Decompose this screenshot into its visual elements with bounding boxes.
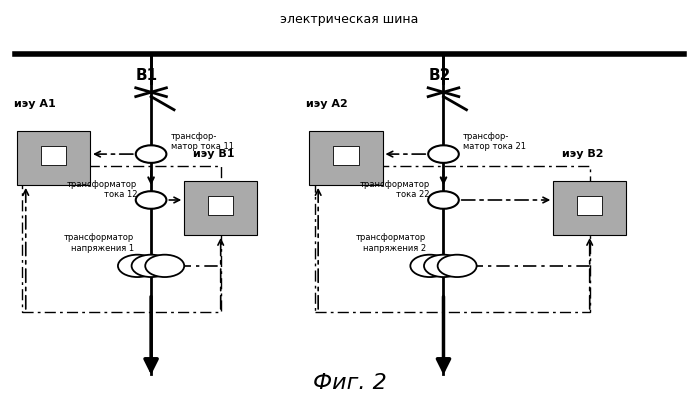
Text: электрическая шина: электрическая шина: [280, 13, 419, 26]
Text: иэу А1: иэу А1: [14, 99, 56, 109]
Text: трансформатор
тока 12: трансформатор тока 12: [67, 179, 137, 198]
Text: трансфор-
матор тока 21: трансфор- матор тока 21: [463, 132, 526, 151]
Text: трансформатор
напряжения 1: трансформатор напряжения 1: [64, 233, 134, 252]
Circle shape: [428, 192, 459, 209]
Circle shape: [136, 146, 166, 164]
Bar: [208, 196, 233, 215]
Circle shape: [410, 255, 449, 277]
Text: В1: В1: [136, 67, 158, 83]
Text: иэу А2: иэу А2: [306, 99, 348, 109]
Circle shape: [118, 255, 157, 277]
Text: Фиг. 2: Фиг. 2: [312, 372, 387, 392]
Circle shape: [131, 255, 171, 277]
Text: трансформатор
напряжения 2: трансформатор напряжения 2: [356, 233, 426, 252]
Bar: [41, 147, 66, 165]
Circle shape: [428, 146, 459, 164]
Text: иэу В2: иэу В2: [562, 149, 603, 159]
Text: иэу В1: иэу В1: [193, 149, 234, 159]
Circle shape: [136, 192, 166, 209]
Bar: [184, 182, 257, 235]
Text: трансформатор
тока 22: трансформатор тока 22: [359, 179, 430, 198]
Bar: [577, 196, 603, 215]
Circle shape: [438, 255, 477, 277]
Bar: [333, 147, 359, 165]
Bar: [17, 132, 90, 186]
Circle shape: [145, 255, 185, 277]
Circle shape: [424, 255, 463, 277]
Bar: [22, 167, 221, 312]
Text: В2: В2: [428, 67, 451, 83]
Bar: [310, 132, 382, 186]
Bar: [553, 182, 626, 235]
Text: трансфор-
матор тока 11: трансфор- матор тока 11: [171, 132, 233, 151]
Bar: [315, 167, 590, 312]
